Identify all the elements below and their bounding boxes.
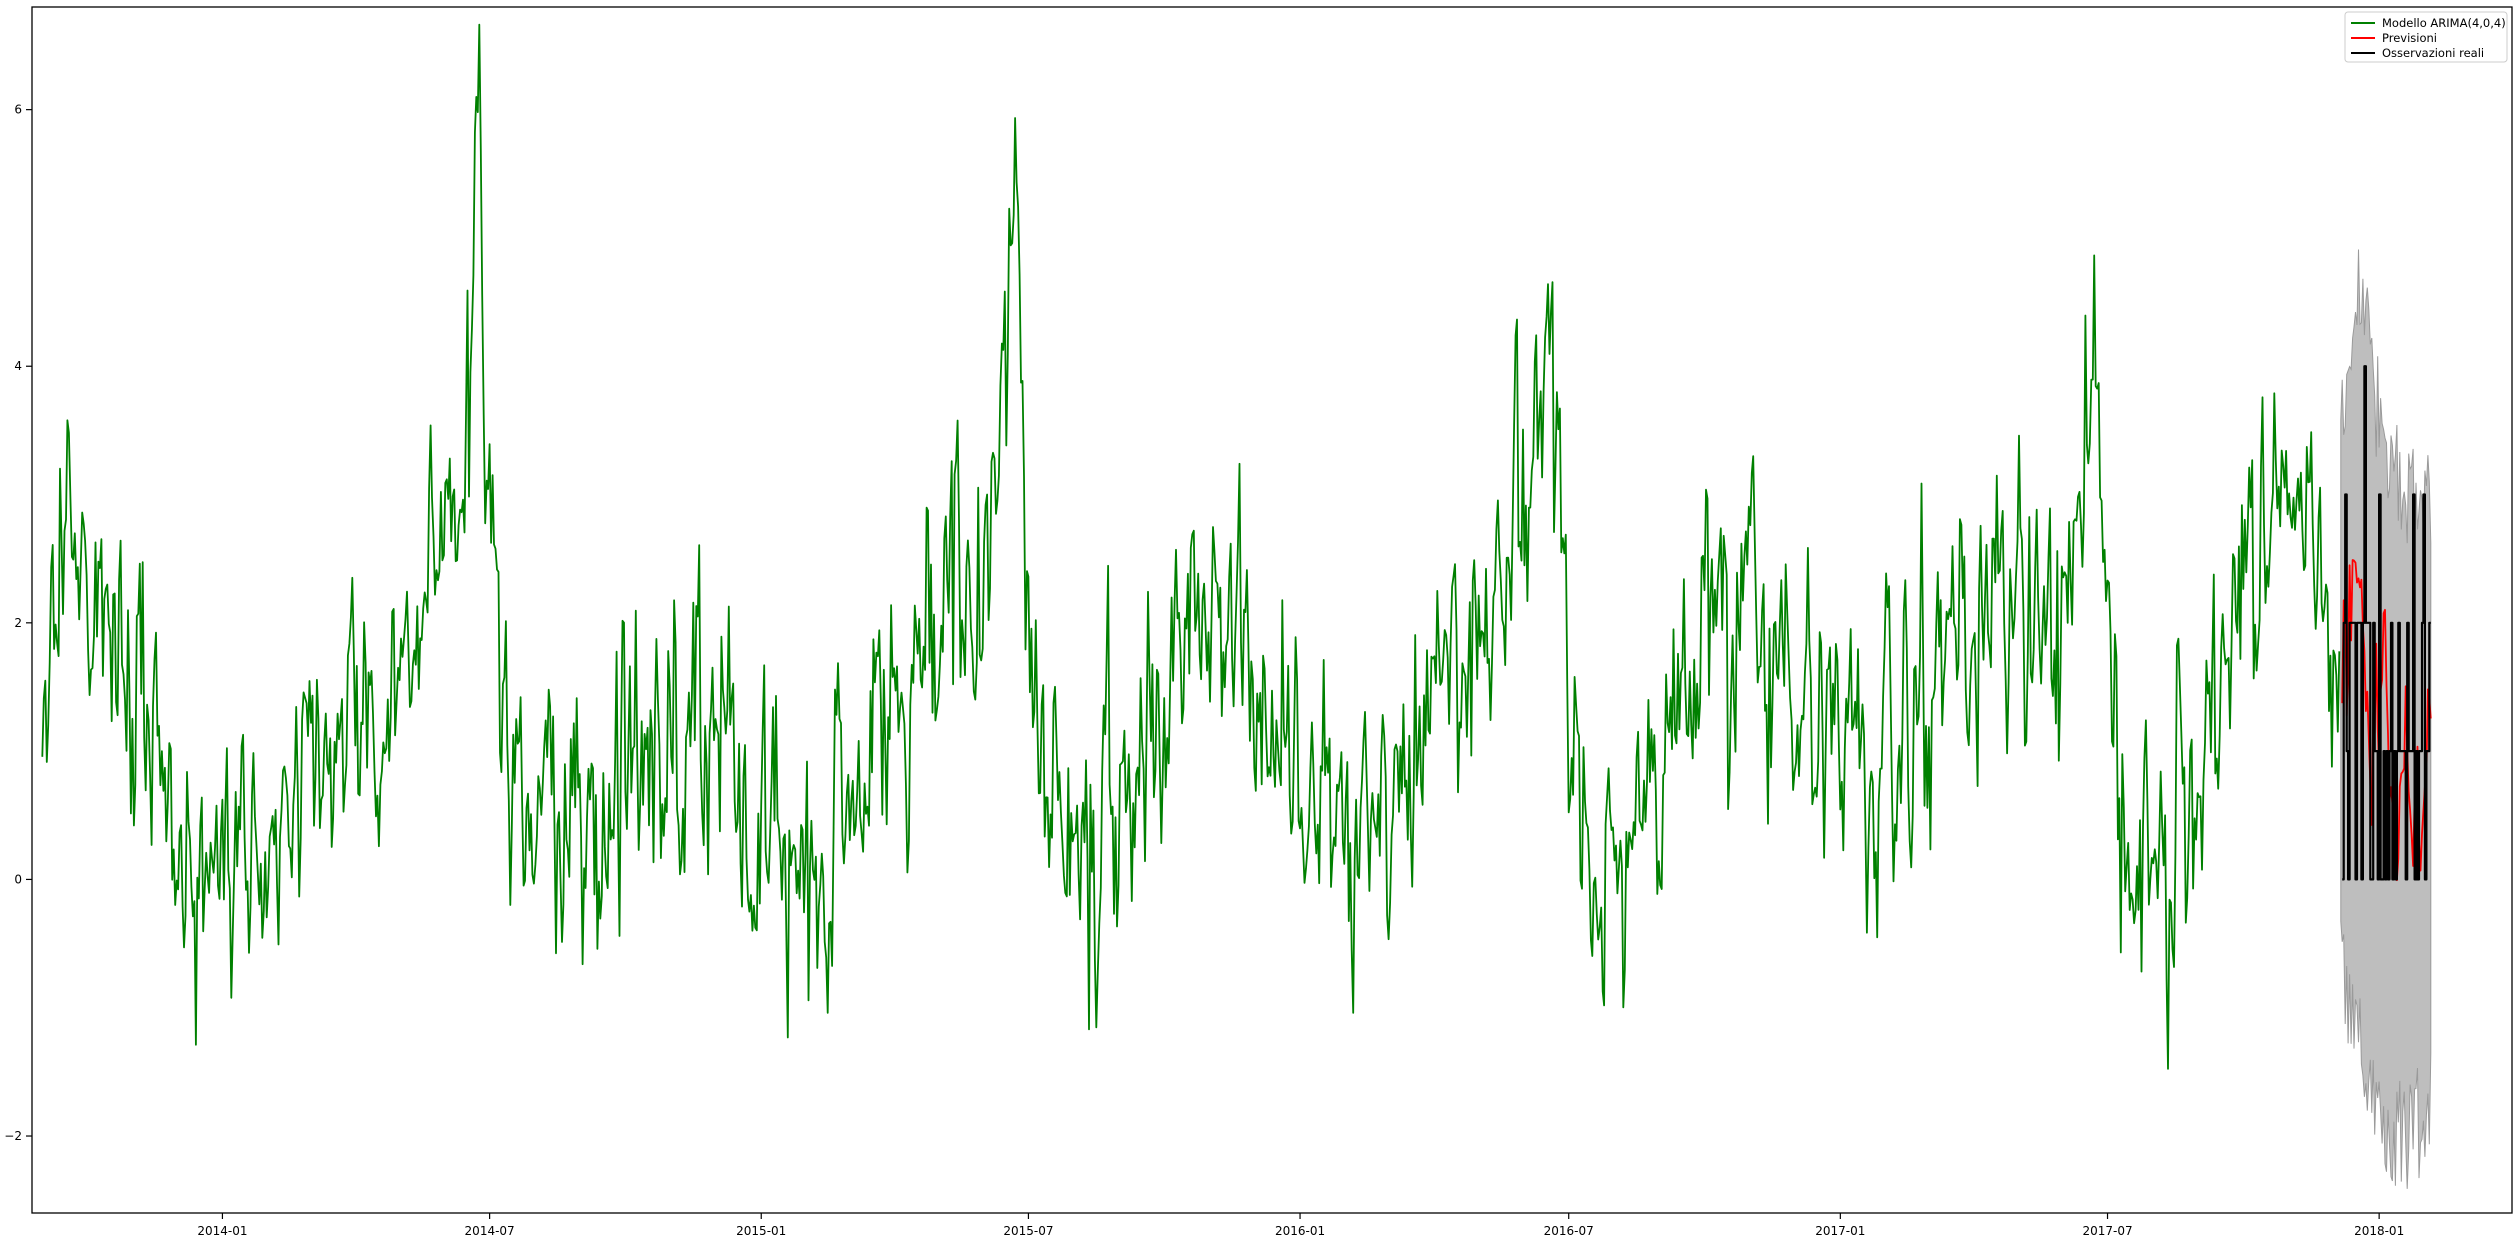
x-tick-label-3: 2015-07 xyxy=(1003,1224,1053,1238)
legend-label-2: Osservazioni reali xyxy=(2382,46,2484,60)
y-tick-label-0: −2 xyxy=(4,1129,22,1143)
x-tick-label-8: 2018-01 xyxy=(2354,1224,2404,1238)
x-tick-label-6: 2017-01 xyxy=(1815,1224,1865,1238)
y-tick-label-3: 4 xyxy=(14,359,22,373)
axes-frame xyxy=(31,6,2513,1214)
x-tick-label-4: 2016-01 xyxy=(1275,1224,1325,1238)
x-tick-label-2: 2015-01 xyxy=(736,1224,786,1238)
x-tick-label-5: 2016-07 xyxy=(1544,1224,1594,1238)
y-tick-label-2: 2 xyxy=(14,616,22,630)
y-tick-label-4: 6 xyxy=(14,103,22,117)
series-line-0 xyxy=(41,23,2341,1070)
series-layer xyxy=(41,23,2432,1070)
legend-box xyxy=(2344,11,2508,63)
x-tick-label-0: 2014-01 xyxy=(197,1224,247,1238)
x-tick-label-7: 2017-07 xyxy=(2082,1224,2132,1238)
series-line-2 xyxy=(2342,365,2431,881)
legend: Modello ARIMA(4,0,4)PrevisioniOsservazio… xyxy=(2344,11,2508,63)
y-tick-label-1: 0 xyxy=(14,872,22,886)
axes-layer: 2014-01 2014-07 2015-01 2015-07 2016-01 2016-… xyxy=(4,6,2513,1238)
legend-label-1: Previsioni xyxy=(2382,31,2437,45)
legend-label-0: Modello ARIMA(4,0,4) xyxy=(2382,16,2506,30)
x-tick-label-1: 2014-07 xyxy=(465,1224,515,1238)
